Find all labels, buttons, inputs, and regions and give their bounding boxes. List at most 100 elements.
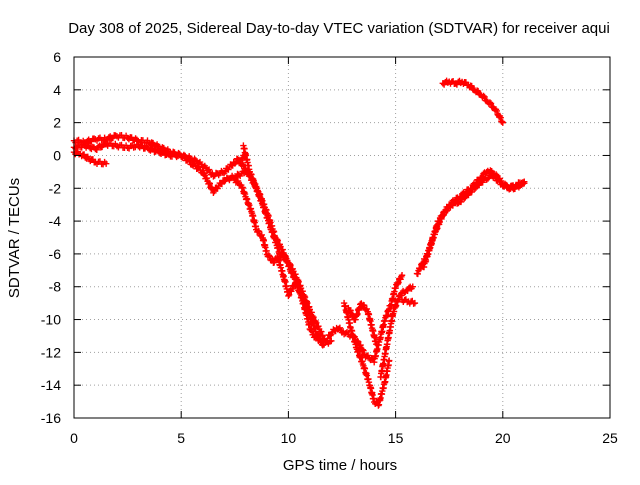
data-point [411, 299, 419, 307]
data-point [398, 272, 406, 279]
data-point-marks [334, 324, 347, 336]
data-point-marks [420, 231, 437, 271]
data-point-marks [467, 179, 484, 196]
data-point-marks [220, 159, 237, 177]
data-point [499, 119, 506, 126]
data-point-marks [246, 168, 259, 190]
data-point-marks [135, 142, 151, 152]
data-point-marks [353, 346, 367, 368]
grid-lines [74, 57, 610, 418]
data-point [409, 283, 416, 290]
data-point-marks [124, 134, 141, 144]
data-point-marks [274, 254, 287, 281]
data-point [328, 337, 335, 345]
data-point-marks [439, 202, 454, 219]
data-point-marks [484, 98, 497, 111]
data-point-marks [360, 362, 373, 389]
chart-title: Day 308 of 2025, Sidereal Day-to-day VTE… [68, 20, 610, 37]
y-tick-label: 0 [53, 147, 61, 163]
x-tick-label: 20 [495, 430, 511, 446]
data-point-marks [371, 398, 381, 407]
data-point-marks [499, 181, 516, 192]
x-tick-label: 25 [602, 430, 618, 446]
data-point-marks [340, 299, 354, 330]
data-track [398, 296, 419, 307]
data-point-marks [92, 134, 108, 144]
data-track [420, 172, 528, 271]
data-point-marks [248, 210, 260, 230]
x-tick-label: 15 [388, 430, 404, 446]
data-point-marks [383, 310, 397, 348]
data-track [240, 142, 326, 340]
data-point-marks [268, 226, 283, 257]
axis-ticks: 0 5 10 15 20 25 -16 -14 -12 -10 -8 -6 -4 -2 0 2 4 6 [41, 49, 618, 446]
y-tick-label: 4 [53, 82, 61, 98]
data-track [345, 300, 380, 348]
data-track [377, 283, 416, 381]
x-tick-label: 10 [281, 430, 297, 446]
data-track [439, 77, 506, 126]
data-point-marks [381, 358, 393, 386]
data-point [373, 340, 380, 348]
data-point-marks [302, 297, 317, 322]
data-point-marks [259, 234, 270, 255]
data-point-marks [377, 343, 390, 381]
data-point-marks [448, 198, 462, 209]
data-point-marks [456, 189, 473, 206]
x-tick-label: 5 [177, 430, 185, 446]
data-point-marks [431, 212, 446, 238]
data-point-marks [242, 193, 255, 215]
data-point-marks [358, 300, 370, 314]
data-point-marks [81, 142, 98, 153]
y-tick-label: -2 [49, 180, 62, 196]
data-track [340, 299, 393, 409]
y-tick-label: -12 [41, 344, 61, 360]
data-point-marks [310, 317, 326, 339]
data-point-marks [253, 226, 265, 240]
data-point-marks [124, 141, 140, 152]
data-point-marks [199, 162, 216, 178]
data-point-marks [156, 148, 173, 159]
data-point-marks [392, 273, 405, 292]
y-tick-label: -16 [41, 410, 61, 426]
y-axis-label: SDTVAR / TECUs [6, 178, 23, 298]
data-point-marks [478, 92, 490, 105]
data-point-marks [210, 177, 227, 196]
data-point [385, 357, 393, 364]
data-points [70, 77, 528, 409]
data-track [70, 148, 110, 168]
data-point-marks [253, 185, 266, 207]
y-tick-label: 2 [53, 115, 61, 131]
data-point-marks [145, 139, 162, 150]
y-tick-label: -6 [49, 246, 62, 262]
data-point-marks [276, 251, 291, 264]
data-point [521, 180, 528, 187]
data-point-marks [145, 145, 162, 156]
data-point-marks [491, 105, 501, 118]
data-point-marks [368, 325, 380, 345]
data-track [233, 155, 335, 349]
data-point-marks [347, 324, 360, 351]
y-tick-label: -8 [49, 279, 62, 295]
y-tick-label: -4 [49, 213, 62, 229]
data-point-marks [319, 338, 334, 349]
y-tick-label: -14 [41, 377, 61, 393]
data-point-marks [285, 259, 300, 281]
y-tick-label: 6 [53, 49, 61, 65]
x-axis-label: GPS time / hours [283, 457, 397, 474]
data-point-marks [366, 382, 377, 402]
data-point-marks [259, 201, 274, 233]
data-point-marks [381, 302, 394, 325]
y-tick-label: -10 [41, 312, 61, 328]
data-point-marks [293, 276, 309, 301]
data-point-marks [439, 77, 452, 88]
data-point-marks [452, 77, 464, 88]
data-point-marks [375, 379, 388, 409]
data-point-marks [364, 308, 375, 329]
data-point-marks [488, 172, 505, 188]
plot-frame [73, 56, 611, 419]
x-tick-label: 0 [70, 430, 78, 446]
data-point-marks [199, 169, 216, 193]
